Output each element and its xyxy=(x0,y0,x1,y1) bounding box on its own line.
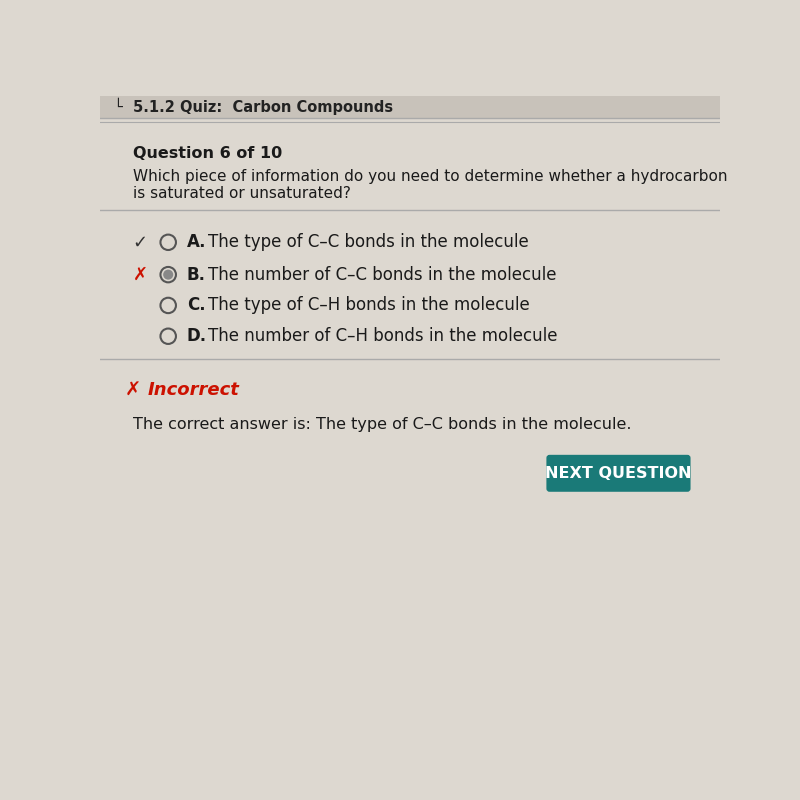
FancyBboxPatch shape xyxy=(100,96,720,118)
Text: C.: C. xyxy=(187,297,206,314)
Text: Which piece of information do you need to determine whether a hydrocarbon: Which piece of information do you need t… xyxy=(133,170,727,184)
Text: The correct answer is: The type of C–C bonds in the molecule.: The correct answer is: The type of C–C b… xyxy=(133,417,631,431)
Text: NEXT QUESTION: NEXT QUESTION xyxy=(546,466,692,481)
Text: The number of C–C bonds in the molecule: The number of C–C bonds in the molecule xyxy=(209,266,557,284)
Text: Incorrect: Incorrect xyxy=(148,381,240,399)
Text: Question 6 of 10: Question 6 of 10 xyxy=(133,146,282,162)
Text: The number of C–H bonds in the molecule: The number of C–H bonds in the molecule xyxy=(209,327,558,346)
Text: ✓: ✓ xyxy=(133,234,148,251)
Text: └  5.1.2 Quiz:  Carbon Compounds: └ 5.1.2 Quiz: Carbon Compounds xyxy=(114,98,393,115)
Text: D.: D. xyxy=(187,327,207,346)
Text: B.: B. xyxy=(187,266,206,284)
Text: The type of C–H bonds in the molecule: The type of C–H bonds in the molecule xyxy=(209,297,530,314)
FancyBboxPatch shape xyxy=(546,455,690,492)
Text: The type of C–C bonds in the molecule: The type of C–C bonds in the molecule xyxy=(209,234,530,251)
Circle shape xyxy=(163,270,174,280)
Text: ✗: ✗ xyxy=(124,381,141,400)
Text: ✗: ✗ xyxy=(133,266,148,284)
Text: is saturated or unsaturated?: is saturated or unsaturated? xyxy=(133,186,350,202)
Text: A.: A. xyxy=(187,234,206,251)
